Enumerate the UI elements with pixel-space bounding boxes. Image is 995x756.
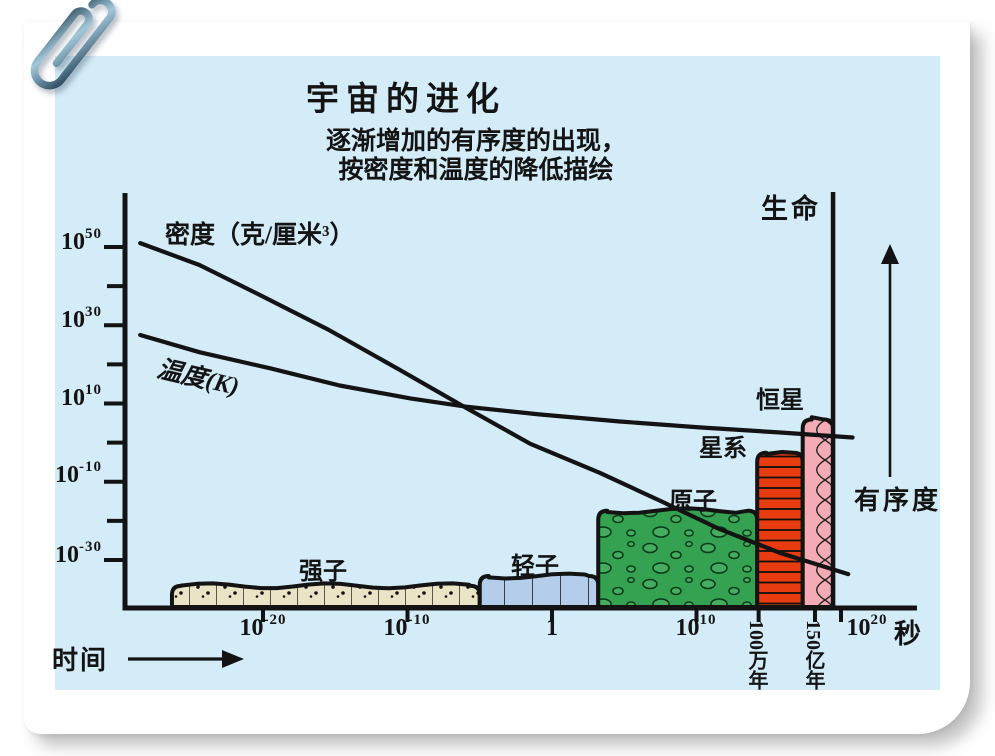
density-curve-label: 密度（克/厘米³） bbox=[165, 222, 355, 249]
era-label-galaxy: 星系 bbox=[699, 436, 747, 462]
x-tick-label: 10-20 bbox=[239, 612, 287, 641]
y-tick-label: 1050 bbox=[61, 226, 102, 255]
era-label-star: 恒星 bbox=[756, 388, 804, 414]
y-tick-label: 10-30 bbox=[55, 539, 102, 568]
life-label: 生命 bbox=[761, 194, 821, 224]
paperclip-icon bbox=[0, 0, 180, 165]
y-tick-label: 10-10 bbox=[55, 459, 102, 488]
subtitle-line-1: 逐渐增加的有序度的出现， bbox=[325, 128, 626, 155]
page-title: 宇宙的进化 bbox=[306, 80, 506, 117]
x-axis-unit: 秒 bbox=[894, 619, 921, 649]
x-tick-label: 1020 bbox=[846, 612, 888, 641]
time-mark-billion-years: 150亿年 bbox=[802, 620, 824, 690]
y-tick-label: 1030 bbox=[61, 304, 102, 333]
x-tick-label: 10-10 bbox=[383, 612, 431, 641]
x-axis-label: 时间 bbox=[52, 646, 109, 675]
era-label-hadron: 强子 bbox=[299, 559, 347, 585]
x-tick-label: 1 bbox=[546, 615, 558, 641]
x-tick-label: 1010 bbox=[675, 612, 717, 641]
era-label-lepton: 轻子 bbox=[511, 554, 559, 580]
subtitle-line-2: 按密度和温度的降低描绘 bbox=[338, 157, 614, 184]
era-label-atom: 原子 bbox=[669, 489, 717, 515]
order-axis-label: 有序度 bbox=[854, 486, 942, 515]
y-tick-label: 1010 bbox=[61, 382, 102, 411]
time-mark-million-years: 100万年 bbox=[745, 620, 767, 690]
